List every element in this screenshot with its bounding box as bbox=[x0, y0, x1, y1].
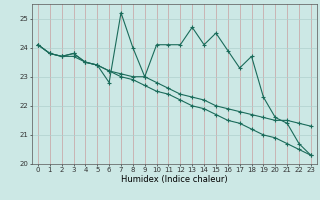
X-axis label: Humidex (Indice chaleur): Humidex (Indice chaleur) bbox=[121, 175, 228, 184]
